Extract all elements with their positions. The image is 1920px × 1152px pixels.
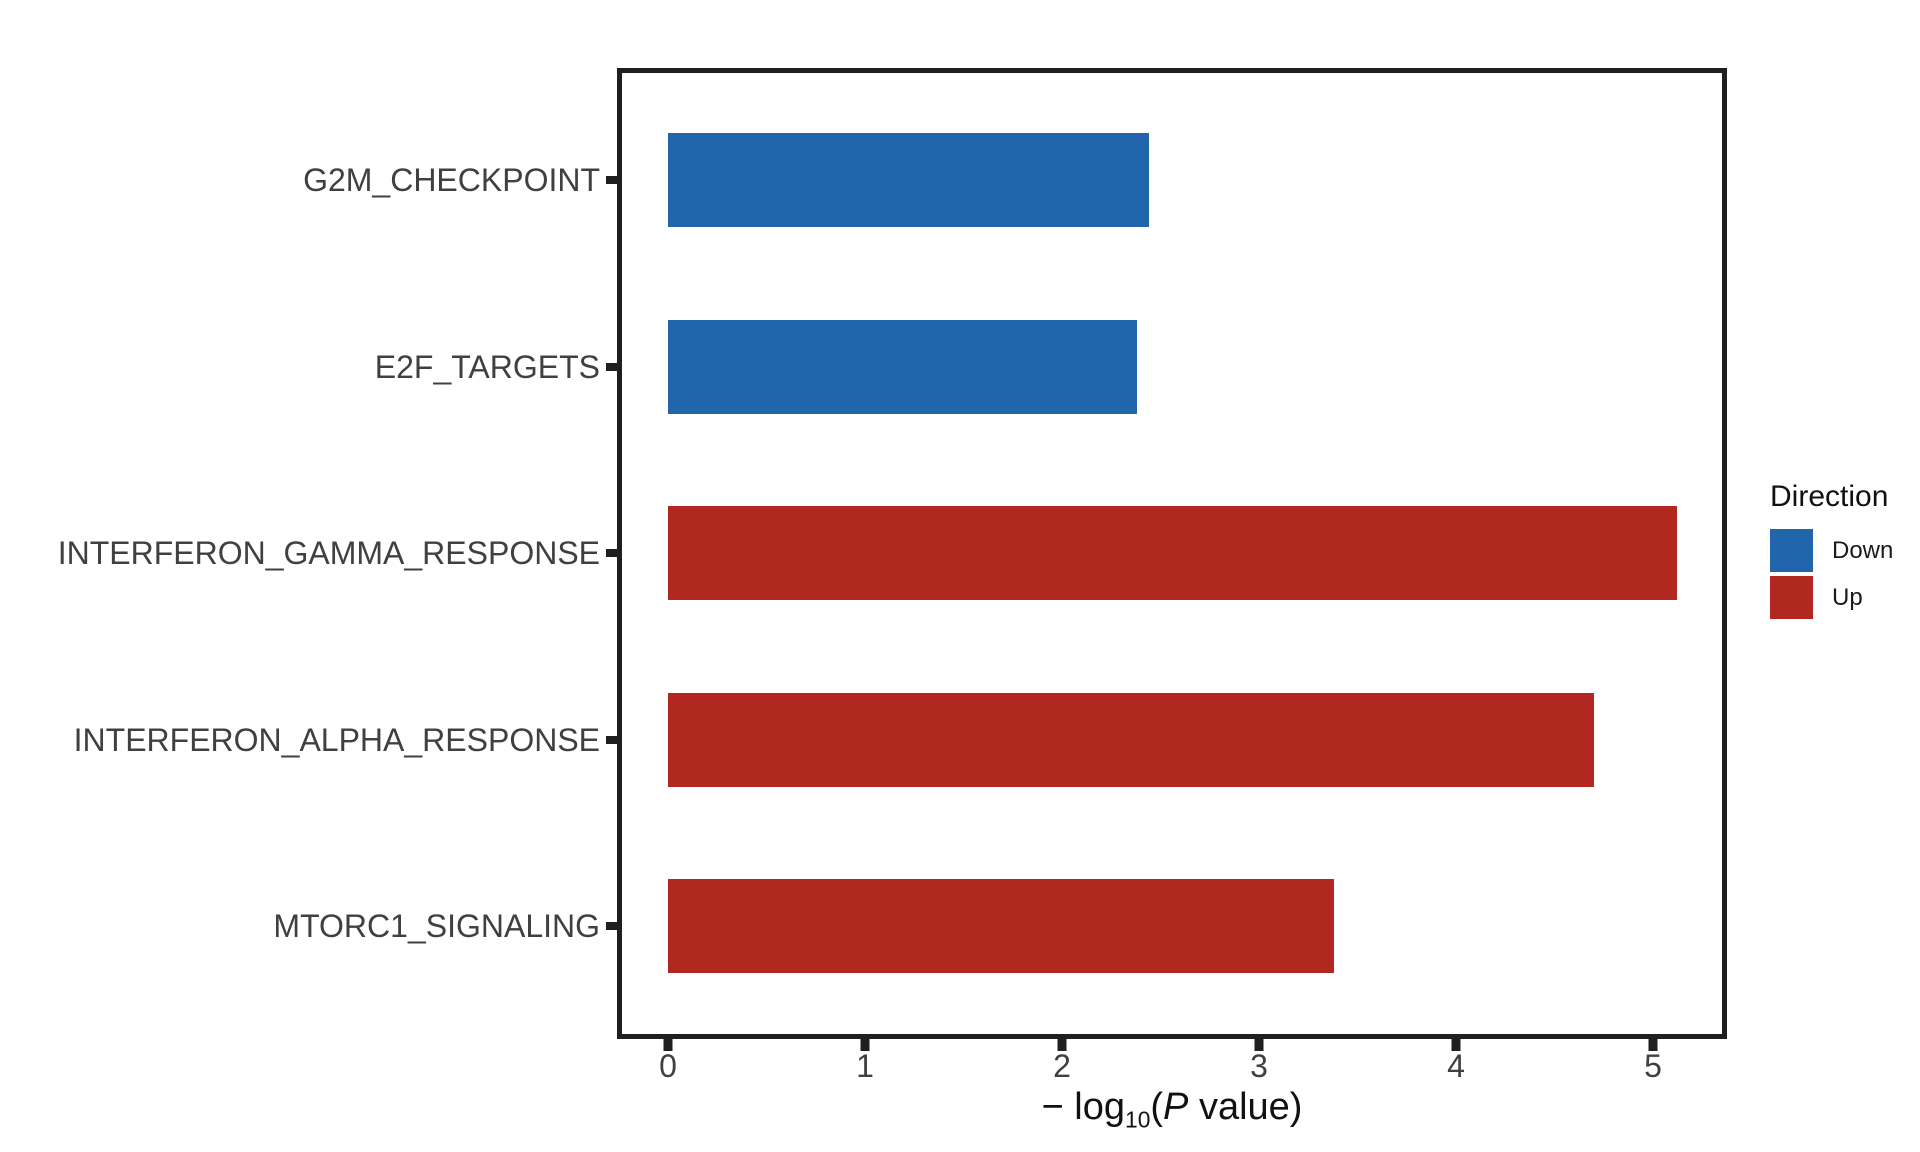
bar [668,133,1149,227]
x-axis-tick-label: 1 [856,1048,874,1084]
legend-label: Up [1832,583,1863,611]
y-axis-tick [606,735,617,744]
x-axis-tick [1057,1039,1067,1051]
legend-swatch [1770,576,1813,619]
x-axis-tick [663,1039,673,1051]
x-axis-tick [1254,1039,1264,1051]
y-axis-tick [606,922,617,930]
x-axis-title: − log10(P value) [1042,1086,1303,1133]
y-axis-label: INTERFERON_ALPHA_RESPONSE [73,721,600,758]
x-axis-tick-label: 3 [1250,1048,1268,1084]
legend-items: Down Up [1770,529,1893,619]
bar [668,506,1677,600]
bar [668,879,1334,973]
legend-label: Down [1832,536,1894,564]
y-axis-label: G2M_CHECKPOINT [303,162,600,198]
x-axis-tick-label: 2 [1053,1048,1071,1084]
x-axis-tick [1451,1039,1461,1051]
y-axis-label: E2F_TARGETS [374,348,600,385]
x-axis-title-post: value) [1188,1086,1303,1128]
y-axis-tick [606,549,617,557]
x-axis-title-subscript: 10 [1125,1106,1151,1133]
bar [668,692,1594,787]
y-axis-label: MTORC1_SIGNALING [273,908,600,944]
x-axis-tick [1648,1039,1658,1051]
legend: Direction Down Up [1770,482,1893,623]
x-axis-title-p-italic: P [1163,1086,1189,1128]
y-axis-tick [606,362,617,371]
x-axis-title-pre: − log [1041,1086,1126,1128]
x-axis-tick-label: 5 [1644,1048,1662,1084]
x-axis-tick-label: 0 [659,1048,677,1084]
y-axis-label: INTERFERON_GAMMA_RESPONSE [57,535,600,571]
legend-item: Up [1770,576,1893,619]
bar [668,319,1137,414]
legend-item: Down [1770,529,1893,572]
x-axis-title-paren: ( [1150,1086,1164,1128]
x-axis-tick [860,1039,870,1051]
x-axis-tick-label: 4 [1447,1048,1465,1084]
y-axis-tick [606,176,617,184]
legend-swatch [1770,529,1813,572]
legend-title: Direction [1770,480,1889,513]
